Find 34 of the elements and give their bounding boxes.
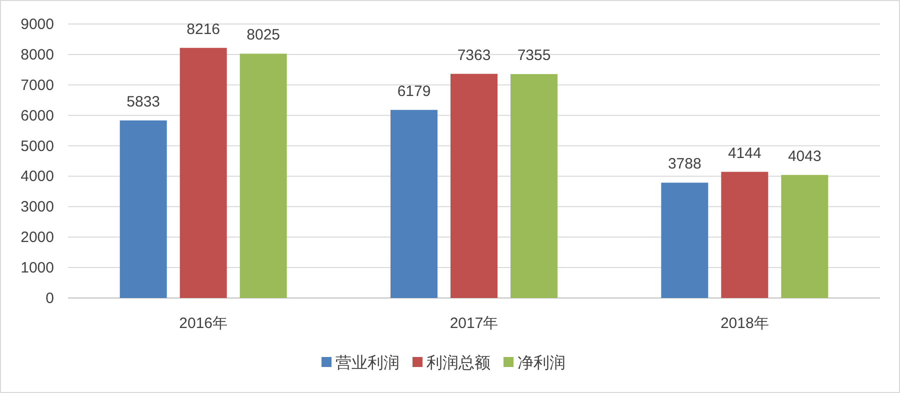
x-tick-label: 2017年 (450, 315, 498, 332)
y-tick-label: 4000 (20, 168, 54, 186)
y-tick-label: 0 (46, 290, 54, 307)
bar (721, 172, 768, 298)
bar (510, 74, 558, 298)
data-label: 8025 (246, 26, 280, 44)
bar (180, 48, 227, 298)
x-tick-label: 2018年 (720, 315, 769, 332)
y-tick-label: 3000 (20, 198, 54, 216)
data-label: 7355 (517, 47, 551, 64)
data-label: 6179 (397, 82, 431, 100)
bar (661, 182, 708, 298)
y-tick-label: 5000 (20, 138, 54, 155)
x-tick-label: 2016年 (179, 315, 228, 332)
legend-label: 营业利润 (336, 354, 400, 372)
bar (450, 74, 498, 298)
y-tick-label: 9000 (20, 16, 54, 33)
legend-label: 净利润 (518, 354, 566, 372)
data-label: 4144 (728, 144, 762, 162)
y-tick-label: 6000 (20, 107, 54, 124)
legend-label: 利润总额 (426, 354, 490, 372)
bar (390, 110, 438, 298)
y-tick-label: 7000 (20, 76, 54, 94)
data-label: 7363 (457, 46, 491, 64)
bar (240, 54, 287, 298)
data-label: 8216 (186, 20, 220, 38)
data-label: 4043 (788, 148, 822, 165)
y-tick-label: 1000 (20, 260, 54, 277)
data-label: 3788 (668, 156, 702, 173)
y-tick-label: 2000 (20, 229, 54, 246)
bar (120, 120, 167, 298)
bar (781, 174, 828, 298)
data-label: 5833 (126, 93, 160, 110)
y-tick-label: 8000 (20, 46, 54, 64)
